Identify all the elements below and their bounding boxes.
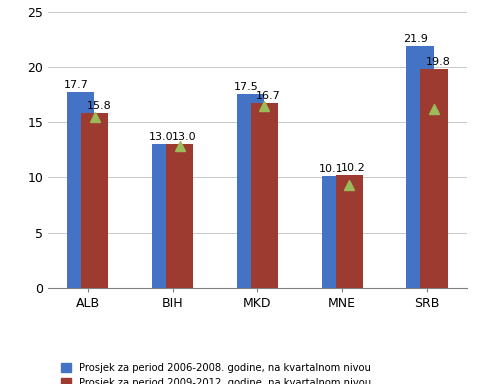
Legend: Prosjek za period 2006-2008. godine, na kvartalnom nivou, Prosjek za period 2009: Prosjek za period 2006-2008. godine, na …	[61, 363, 371, 384]
Text: 15.8: 15.8	[86, 101, 111, 111]
Bar	[81, 113, 108, 288]
Bar	[67, 92, 94, 288]
Bar	[236, 94, 264, 288]
Bar	[321, 176, 348, 288]
Text: 10.1: 10.1	[318, 164, 343, 174]
Text: 16.7: 16.7	[256, 91, 280, 101]
Text: 13.0: 13.0	[171, 132, 196, 142]
Text: 17.7: 17.7	[64, 80, 89, 90]
Bar	[250, 103, 277, 288]
Text: 19.8: 19.8	[425, 57, 450, 67]
Text: 10.2: 10.2	[340, 163, 365, 173]
Bar	[152, 144, 179, 288]
Bar	[335, 175, 362, 288]
Bar	[166, 144, 192, 288]
Bar	[420, 69, 446, 288]
Text: 13.0: 13.0	[149, 132, 173, 142]
Text: 17.5: 17.5	[233, 82, 258, 92]
Bar	[406, 46, 432, 288]
Text: 21.9: 21.9	[402, 33, 427, 44]
